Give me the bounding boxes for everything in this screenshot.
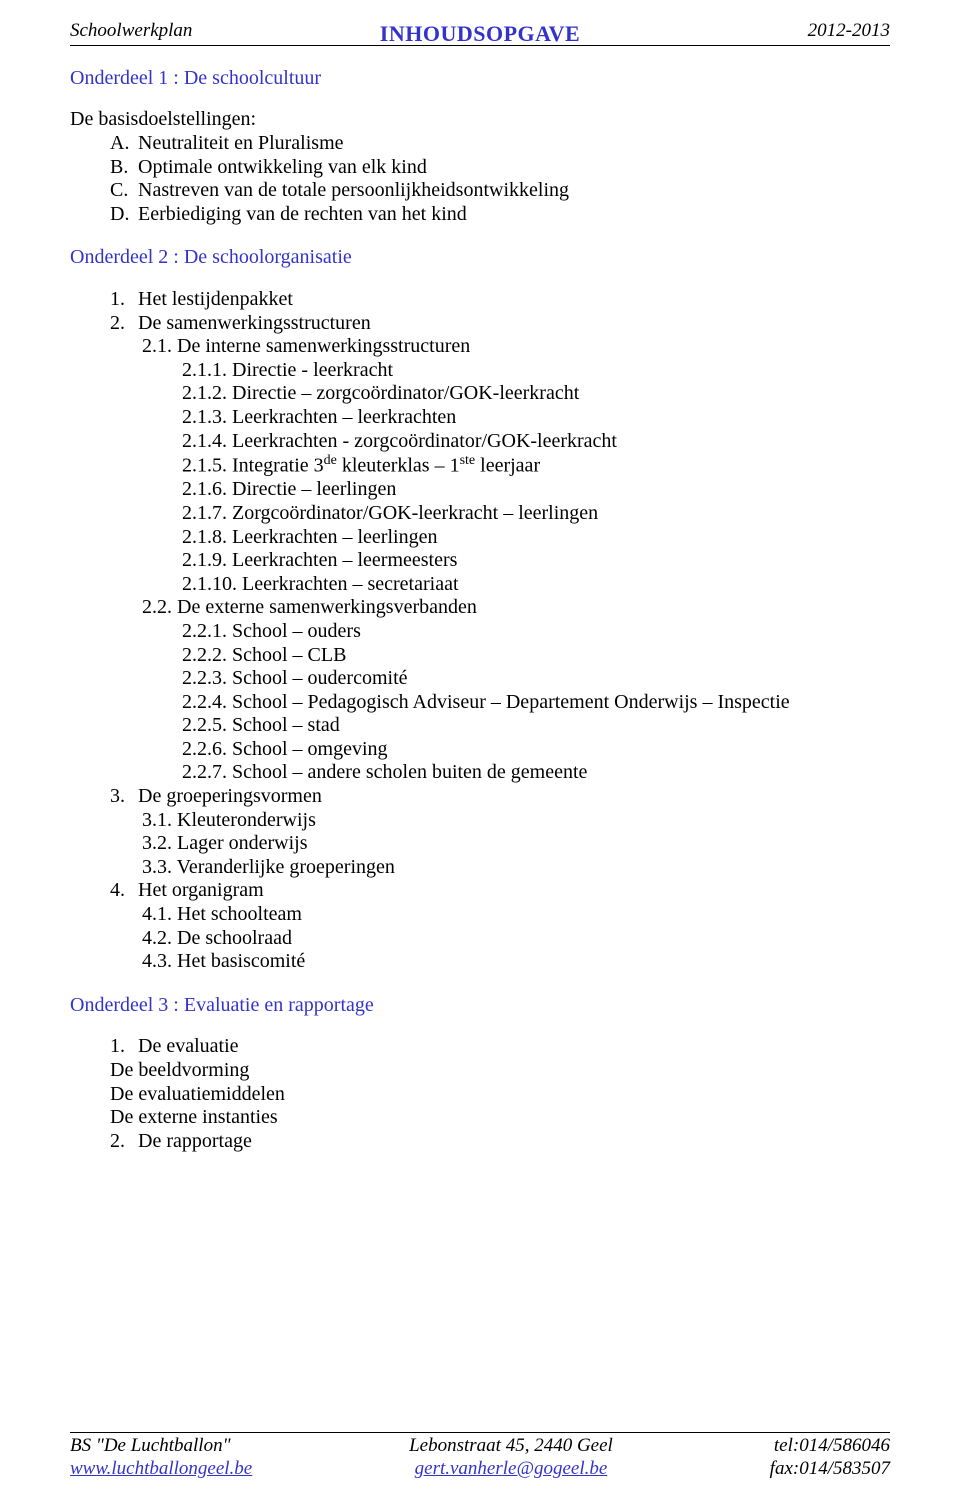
footer-mid: Lebonstraat 45, 2440 Geel gert.vanherle@… <box>252 1435 769 1481</box>
s3-item: 3.3. Veranderlijke groeperingen <box>70 856 890 880</box>
s215-prefix: 2.1.5. Integratie 3 <box>182 455 324 477</box>
item-text: De groeperingsvormen <box>138 785 322 809</box>
s21-item: 2.1.2. Directie – zorgcoördinator/GOK-le… <box>70 382 890 406</box>
s22-item: 2.2.7. School – andere scholen buiten de… <box>70 761 890 785</box>
footer-left: BS "De Luchtballon" www.luchtballongeel.… <box>70 1435 252 1481</box>
part2-n4: 4.Het organigram <box>70 879 890 903</box>
footer-rule <box>70 1432 890 1433</box>
s215-suffix: leerjaar <box>475 455 540 477</box>
item-label: A. <box>110 132 138 156</box>
footer-website-link[interactable]: www.luchtballongeel.be <box>70 1458 252 1479</box>
list-item: B.Optimale ontwikkeling van elk kind <box>110 156 890 180</box>
list-item: D.Eerbiediging van de rechten van het ki… <box>110 203 890 227</box>
toc-title: INHOUDSOPGAVE <box>70 21 890 47</box>
part1-block: De basisdoelstellingen: A.Neutraliteit e… <box>70 108 890 226</box>
list-item: C.Nastreven van de totale persoonlijkhei… <box>110 179 890 203</box>
item-label: 4. <box>110 879 138 903</box>
item-label: 2. <box>110 1130 138 1154</box>
item-label: 2. <box>110 312 138 336</box>
list-item: 1.De evaluatie <box>110 1035 890 1059</box>
item-text: De samenwerkingsstructuren <box>138 312 371 336</box>
part3-plain: De beeldvorming <box>70 1059 890 1083</box>
item-text: Neutraliteit en Pluralisme <box>138 132 344 156</box>
list-item: 2.De rapportage <box>110 1130 890 1154</box>
item-label: B. <box>110 156 138 180</box>
item-label: 1. <box>110 288 138 312</box>
s3-item: 3.2. Lager onderwijs <box>70 832 890 856</box>
part1-list: A.Neutraliteit en Pluralisme B.Optimale … <box>70 132 890 226</box>
s21-item: 2.1.1. Directie - leerkracht <box>70 359 890 383</box>
item-text: Eerbiediging van de rechten van het kind <box>138 203 467 227</box>
footer-grid: BS "De Luchtballon" www.luchtballongeel.… <box>70 1435 890 1481</box>
footer-school-name: BS "De Luchtballon" <box>70 1435 252 1458</box>
s22-item: 2.2.4. School – Pedagogisch Adviseur – D… <box>70 691 890 715</box>
item-label: 1. <box>110 1035 138 1059</box>
item-label: C. <box>110 179 138 203</box>
footer-address: Lebonstraat 45, 2440 Geel <box>252 1435 769 1458</box>
part3-list: 1.De evaluatie <box>70 1035 890 1059</box>
part3-plain: De evaluatiemiddelen <box>70 1083 890 1107</box>
s22-item: 2.2.3. School – oudercomité <box>70 667 890 691</box>
page-footer: BS "De Luchtballon" www.luchtballongeel.… <box>70 1432 890 1481</box>
item-label: 3. <box>110 785 138 809</box>
item-text: De evaluatie <box>138 1035 239 1059</box>
list-item: A.Neutraliteit en Pluralisme <box>110 132 890 156</box>
header-left: Schoolwerkplan <box>70 20 192 43</box>
body: Onderdeel 1 : De schoolcultuur De basisd… <box>70 67 890 1154</box>
s21-item: 2.1.8. Leerkrachten – leerlingen <box>70 526 890 550</box>
s22-title: 2.2. De externe samenwerkingsverbanden <box>70 596 890 620</box>
s215-sup1: de <box>324 453 337 468</box>
s21-item: 2.1.9. Leerkrachten – leermeesters <box>70 549 890 573</box>
s4-item: 4.1. Het schoolteam <box>70 903 890 927</box>
s21-item: 2.1.4. Leerkrachten - zorgcoördinator/GO… <box>70 430 890 454</box>
list-item: 3.De groeperingsvormen <box>110 785 890 809</box>
s21-item: 2.1.10. Leerkrachten – secretariaat <box>70 573 890 597</box>
item-label: D. <box>110 203 138 227</box>
s22-item: 2.2.2. School – CLB <box>70 644 890 668</box>
s22-item: 2.2.6. School – omgeving <box>70 738 890 762</box>
s21-item: 2.1.6. Directie – leerlingen <box>70 478 890 502</box>
item-text: Nastreven van de totale persoonlijkheids… <box>138 179 569 203</box>
item-text: De rapportage <box>138 1130 252 1154</box>
part2-n3: 3.De groeperingsvormen <box>70 785 890 809</box>
s3-item: 3.1. Kleuteronderwijs <box>70 809 890 833</box>
s22-item: 2.2.1. School – ouders <box>70 620 890 644</box>
s21-item-215: 2.1.5. Integratie 3de kleuterklas – 1ste… <box>70 453 890 478</box>
s21-item: 2.1.7. Zorgcoördinator/GOK-leerkracht – … <box>70 502 890 526</box>
footer-email-link[interactable]: gert.vanherle@gogeel.be <box>415 1458 608 1479</box>
s21-title: 2.1. De interne samenwerkingsstructuren <box>70 335 890 359</box>
part1-intro: De basisdoelstellingen: <box>70 108 890 132</box>
part2-heading[interactable]: Onderdeel 2 : De schoolorganisatie <box>70 246 890 270</box>
page: Schoolwerkplan 2012-2013 INHOUDSOPGAVE O… <box>0 0 960 1503</box>
item-text: Het organigram <box>138 879 264 903</box>
part1-heading[interactable]: Onderdeel 1 : De schoolcultuur <box>70 67 890 91</box>
item-text: Optimale ontwikkeling van elk kind <box>138 156 427 180</box>
footer-right: tel:014/586046 fax:014/583507 <box>770 1435 890 1481</box>
footer-fax: fax:014/583507 <box>770 1458 890 1481</box>
header-right: 2012-2013 <box>808 20 890 43</box>
part3-list2: 2.De rapportage <box>70 1130 890 1154</box>
s215-sup2: ste <box>460 453 476 468</box>
part3-plain: De externe instanties <box>70 1106 890 1130</box>
list-item: 4.Het organigram <box>110 879 890 903</box>
part3-heading[interactable]: Onderdeel 3 : Evaluatie en rapportage <box>70 994 890 1018</box>
s215-mid: kleuterklas – 1 <box>337 455 460 477</box>
part2-top-list: 1.Het lestijdenpakket 2.De samenwerkings… <box>70 288 890 335</box>
list-item: 2.De samenwerkingsstructuren <box>110 312 890 336</box>
s4-item: 4.3. Het basiscomité <box>70 950 890 974</box>
list-item: 1.Het lestijdenpakket <box>110 288 890 312</box>
s22-item: 2.2.5. School – stad <box>70 714 890 738</box>
item-text: Het lestijdenpakket <box>138 288 293 312</box>
s21-item: 2.1.3. Leerkrachten – leerkrachten <box>70 406 890 430</box>
footer-tel: tel:014/586046 <box>770 1435 890 1458</box>
s4-item: 4.2. De schoolraad <box>70 927 890 951</box>
